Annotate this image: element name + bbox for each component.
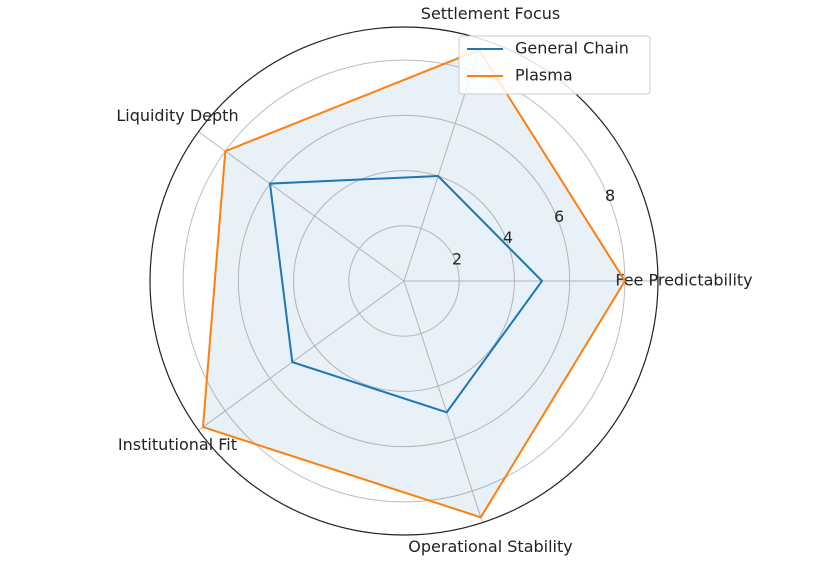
spoke [198,280,405,431]
series-line [268,174,544,414]
category-label: Institutional Fit [118,435,237,454]
legend-label: General Chain [515,39,629,58]
r-tick-label: 2 [452,249,462,268]
category-label: Operational Stability [408,537,572,556]
area-fill [203,49,625,518]
category-label: Fee Predictability [615,271,752,290]
outer-frame [149,26,659,536]
category-label: Liquidity Depth [116,106,238,125]
r-tick-label: 4 [503,228,513,247]
legend: General Chain Plasma [458,35,651,95]
category-label: Settlement Focus [421,4,560,23]
r-tick-label: 6 [554,207,564,226]
legend-box [458,35,651,95]
grid: 2 4 6 8 Fee Predictability Settlement Focus Li… [116,4,752,556]
spoke [198,131,405,282]
spoke [403,280,483,523]
legend-label: Plasma [515,66,573,85]
r-tick-label: 8 [605,186,615,205]
